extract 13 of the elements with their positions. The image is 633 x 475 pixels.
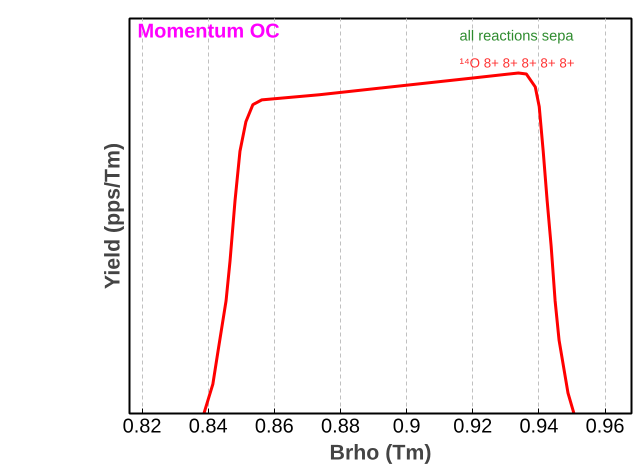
text: all reactions sepa (460, 28, 574, 44)
x-axis-title: Brho (Tm) (330, 440, 432, 464)
x-tick-label: 0.94 (519, 416, 558, 438)
text: Momentum OC (138, 20, 280, 42)
x-tick-label: 0.9 (392, 416, 421, 438)
y-axis-title: Yield (pps/Tm) (100, 142, 124, 290)
x-tick-label: 0.96 (586, 416, 625, 438)
x-tick-label: 0.84 (188, 416, 228, 438)
x-tick-label: 0.92 (453, 416, 492, 438)
x-tick-label: 0.86 (254, 416, 294, 438)
text: ¹⁴O 8+ 8+ 8+ 8+ 8+ (460, 56, 575, 70)
x-tick-label: 0.88 (321, 416, 360, 438)
x-tick-label: 0.82 (122, 416, 162, 438)
